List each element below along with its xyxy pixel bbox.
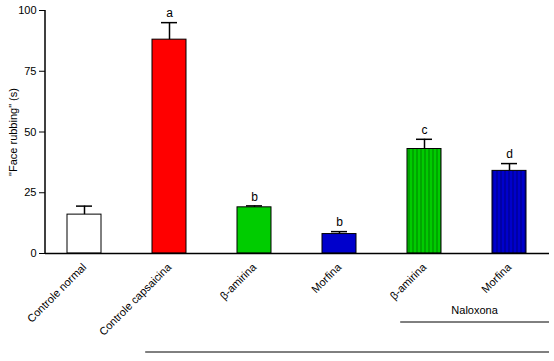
svg-text:β-amirina: β-amirina — [217, 260, 259, 302]
svg-text:75: 75 — [24, 65, 36, 77]
svg-text:Naloxona: Naloxona — [451, 304, 498, 316]
svg-text:50: 50 — [24, 126, 36, 138]
svg-text:b: b — [251, 190, 258, 204]
svg-text:Morfina: Morfina — [479, 260, 514, 295]
svg-text:Controle capsaicina: Controle capsaicina — [97, 260, 174, 337]
svg-text:"Face rubbing" (s): "Face rubbing" (s) — [7, 88, 19, 176]
svg-text:Controle normal: Controle normal — [25, 261, 89, 325]
svg-text:c: c — [422, 123, 428, 137]
svg-text:100: 100 — [18, 4, 36, 16]
svg-text:β-amirina: β-amirina — [387, 260, 429, 302]
svg-text:a: a — [166, 6, 173, 20]
svg-text:d: d — [506, 147, 513, 161]
svg-text:b: b — [336, 215, 343, 229]
svg-text:25: 25 — [24, 186, 36, 198]
svg-text:Morfina: Morfina — [309, 260, 344, 295]
svg-text:0: 0 — [30, 247, 36, 259]
